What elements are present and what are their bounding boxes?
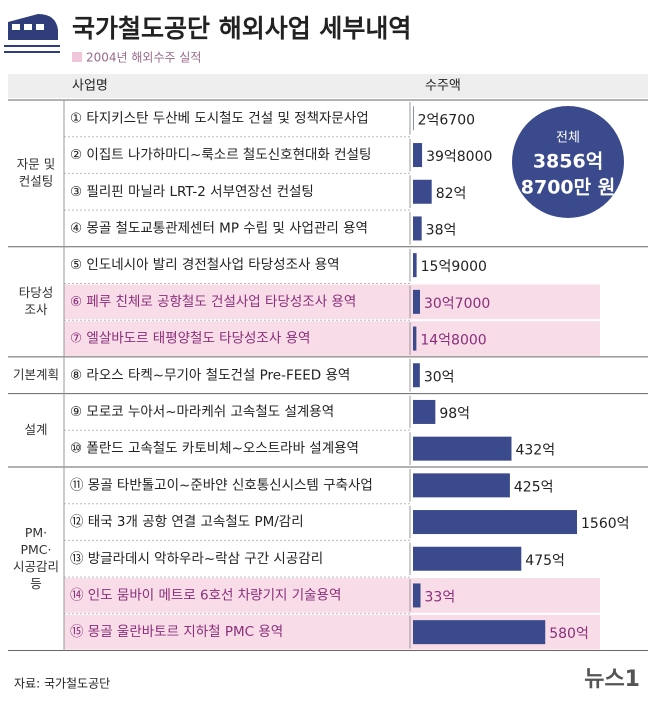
project-label: ⑤ 인도네시아 발리 경전철사업 타당성조사 용역 [70,257,340,273]
bar [413,473,510,498]
value-label: 475억 [525,553,565,569]
source: 자료: 국가철도공단 [14,677,110,691]
bar [413,510,577,535]
total-text: 8700만 원 [521,177,615,199]
subtitle: 2004년 해외수주 실적 [86,51,201,65]
value-label: 425억 [514,479,554,495]
row-highlight [64,321,600,356]
project-label: ⑪ 몽골 타반톨고이~준바얀 신호통신시스템 구축사업 [70,477,373,493]
value-label: 580억 [549,626,589,642]
value-label: 30억 [424,369,455,385]
value-label: 14억8000 [420,333,486,349]
project-label: ⑨ 모로코 누아서~마라케쉬 고속철도 설계용역 [70,404,334,420]
group-label: 설계 [24,422,47,437]
column-header: 수주액 [425,79,461,94]
group-label: PM· [25,525,47,540]
project-label: ⑦ 엘살바도르 태평양철도 타당성조사 용역 [70,331,310,347]
group-label: PMC· [20,542,51,557]
row-highlight [64,284,600,320]
project-label: ⑭ 인도 뭄바이 메트로 6호선 차량기지 기술용역 [70,587,341,603]
group-label: 시공감리 [13,559,59,574]
group-label: 기본계획 [13,367,59,382]
bar [413,143,423,168]
value-label: 82억 [436,186,467,202]
title: 국가철도공단 해외사업 세부내역 [72,14,411,43]
group-label: 자문 및 [17,156,55,171]
total-text: 3856억 [533,151,603,173]
project-label: ④ 몽골 철도교통관제센터 MP 수립 및 사업관리 용역 [70,220,368,236]
row-highlight [64,578,600,613]
bar [413,399,436,424]
total-text: 전체 [556,131,580,146]
group-label: 타당성 [19,285,54,300]
group-label: 컨설팅 [19,173,54,188]
value-label: 432억 [515,443,555,459]
header-row [8,74,648,98]
value-label: 2억6700 [418,112,475,128]
value-label: 33억 [425,589,456,605]
bar [413,546,522,571]
value-label: 1560억 [581,516,630,532]
bar [413,436,512,461]
bar [413,363,420,388]
total-circle [512,106,624,218]
bar [413,620,546,645]
project-label: ⑧ 라오스 타켁~무기아 철도건설 Pre-FEED 용역 [70,367,350,383]
column-header: 사업명 [72,79,108,94]
bar [413,106,414,131]
bar [413,179,432,204]
project-label: ③ 필리핀 마닐라 LRT-2 서부연장선 컨설팅 [70,184,314,200]
bar [413,253,417,278]
value-label: 39억8000 [426,149,492,165]
value-label: 15억9000 [421,259,487,275]
bar [413,583,421,608]
project-label: ② 이집트 나가하마디~룩소르 철도신호현대화 컨설팅 [70,147,371,163]
project-label: ⑥ 페루 친체로 공항철도 건설사업 타당성조사 용역 [70,294,356,310]
project-label: ⑮ 몽골 울란바토르 지하철 PMC 용역 [70,624,283,640]
group-label: 등 [30,576,42,591]
logo: 뉴스1 [584,667,640,692]
project-label: ⑬ 방글라데시 악하우라~락삼 구간 시공감리 [70,551,323,567]
value-label: 38억 [426,222,457,238]
bar [413,216,422,241]
group-label: 조사 [24,302,48,317]
project-label: ⑩ 폴란드 고속철도 카토비체~오스트라바 설계용역 [70,441,359,457]
train-icon [4,14,60,53]
project-label: ⑫ 태국 3개 공항 연결 고속철도 PM/감리 [70,514,304,530]
legend-swatch [72,52,82,62]
value-label: 98억 [439,406,470,422]
value-label: 30억7000 [424,296,490,312]
bar [413,326,417,351]
project-label: ① 타지키스탄 두산베 도시철도 건설 및 정책자문사업 [70,110,369,126]
bar [413,289,420,314]
